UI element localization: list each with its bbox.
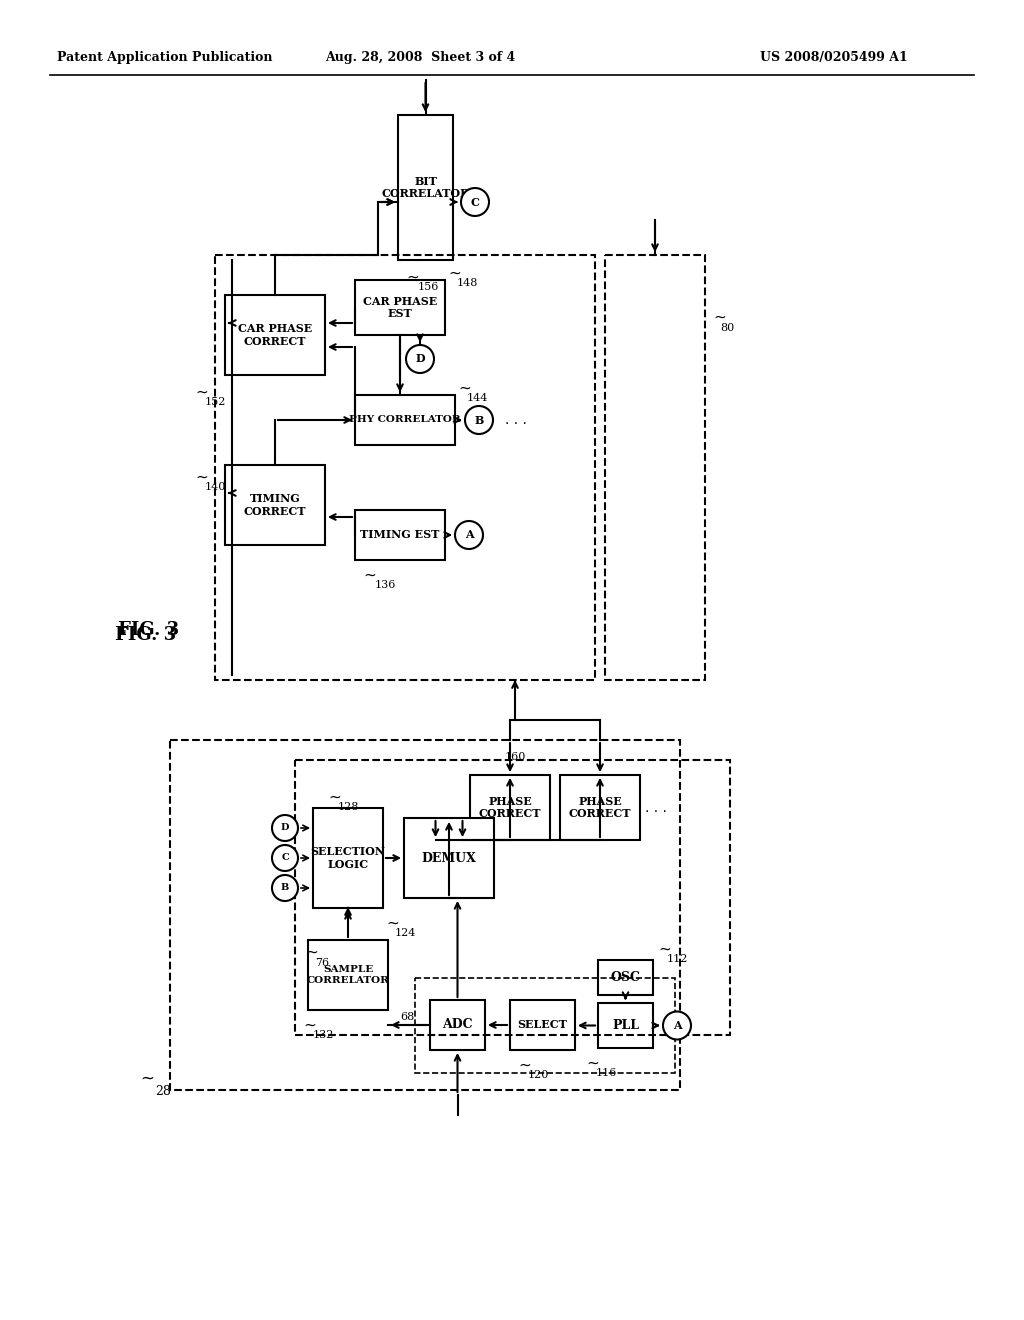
Text: C: C: [282, 854, 289, 862]
Text: B: B: [474, 414, 483, 425]
FancyBboxPatch shape: [404, 818, 494, 898]
Text: DEMUX: DEMUX: [422, 851, 476, 865]
Text: ~: ~: [586, 1056, 599, 1071]
Text: BIT
CORRELATOR: BIT CORRELATOR: [381, 176, 470, 199]
Text: PHASE
CORRECT: PHASE CORRECT: [479, 796, 542, 820]
Text: SELECT: SELECT: [517, 1019, 567, 1031]
Text: 68: 68: [400, 1012, 415, 1022]
Text: . . .: . . .: [645, 800, 667, 814]
Text: D: D: [281, 824, 289, 833]
FancyBboxPatch shape: [225, 294, 325, 375]
Text: 120: 120: [528, 1071, 549, 1080]
FancyBboxPatch shape: [510, 1001, 575, 1049]
Circle shape: [455, 521, 483, 549]
Text: PHY CORRELATOR: PHY CORRELATOR: [349, 416, 461, 425]
Circle shape: [272, 845, 298, 871]
Text: ~: ~: [406, 271, 419, 285]
Text: C: C: [471, 197, 479, 207]
Text: PHASE
CORRECT: PHASE CORRECT: [568, 796, 631, 820]
Circle shape: [663, 1011, 691, 1040]
FancyBboxPatch shape: [598, 1003, 653, 1048]
Text: ~: ~: [195, 385, 208, 400]
Text: SELECTION
LOGIC: SELECTION LOGIC: [310, 846, 385, 870]
Text: ~: ~: [449, 267, 461, 281]
FancyBboxPatch shape: [598, 960, 653, 995]
FancyBboxPatch shape: [355, 510, 445, 560]
Text: A: A: [673, 1020, 681, 1031]
Text: . . .: . . .: [505, 413, 527, 426]
Text: OSC: OSC: [610, 972, 640, 983]
Text: US 2008/0205499 A1: US 2008/0205499 A1: [760, 51, 907, 65]
Text: 80: 80: [720, 323, 734, 333]
Text: ~: ~: [305, 945, 317, 960]
Text: ~: ~: [328, 789, 341, 805]
Text: Aug. 28, 2008  Sheet 3 of 4: Aug. 28, 2008 Sheet 3 of 4: [325, 51, 515, 65]
Circle shape: [465, 407, 493, 434]
Text: ~: ~: [518, 1059, 530, 1073]
Text: ~: ~: [386, 916, 398, 931]
Text: TIMING
CORRECT: TIMING CORRECT: [244, 494, 306, 517]
Circle shape: [272, 814, 298, 841]
Text: ~: ~: [140, 1071, 154, 1088]
Text: 152: 152: [205, 397, 226, 407]
Text: ~: ~: [362, 568, 376, 583]
Text: FIG. 3: FIG. 3: [118, 620, 179, 639]
Text: 116: 116: [596, 1068, 617, 1078]
Text: A: A: [465, 529, 473, 540]
FancyBboxPatch shape: [430, 1001, 485, 1049]
Text: 160: 160: [505, 752, 526, 762]
FancyBboxPatch shape: [225, 465, 325, 545]
Text: FIG. 3: FIG. 3: [115, 626, 176, 644]
Text: 76: 76: [315, 958, 329, 968]
Text: TIMING EST: TIMING EST: [360, 529, 439, 540]
Text: 128: 128: [338, 803, 359, 812]
Text: ADC: ADC: [442, 1019, 473, 1031]
Text: 148: 148: [457, 279, 478, 288]
Text: 140: 140: [205, 482, 226, 492]
Circle shape: [272, 875, 298, 902]
Text: 144: 144: [467, 393, 488, 403]
FancyBboxPatch shape: [470, 775, 550, 840]
Text: ~: ~: [658, 942, 671, 957]
Text: CAR PHASE
EST: CAR PHASE EST: [362, 296, 437, 319]
Text: ~: ~: [303, 1018, 315, 1034]
Text: SAMPLE
CORRELATOR: SAMPLE CORRELATOR: [306, 965, 389, 985]
Text: B: B: [281, 883, 289, 892]
Text: CAR PHASE
CORRECT: CAR PHASE CORRECT: [238, 323, 312, 347]
Text: ~: ~: [713, 310, 726, 325]
Text: 156: 156: [418, 282, 439, 292]
FancyBboxPatch shape: [313, 808, 383, 908]
FancyBboxPatch shape: [560, 775, 640, 840]
FancyBboxPatch shape: [355, 395, 455, 445]
Circle shape: [406, 345, 434, 374]
Text: 112: 112: [667, 954, 688, 964]
Text: 136: 136: [375, 579, 396, 590]
Text: ~: ~: [458, 381, 471, 396]
FancyBboxPatch shape: [398, 115, 453, 260]
Circle shape: [461, 187, 489, 216]
Text: Patent Application Publication: Patent Application Publication: [57, 51, 272, 65]
Text: ~: ~: [195, 470, 208, 484]
Text: 124: 124: [395, 928, 417, 939]
Text: 132: 132: [313, 1030, 335, 1040]
FancyBboxPatch shape: [308, 940, 388, 1010]
Text: PLL: PLL: [612, 1019, 639, 1032]
FancyBboxPatch shape: [355, 280, 445, 335]
Text: D: D: [415, 354, 425, 364]
Text: 28: 28: [155, 1085, 171, 1098]
